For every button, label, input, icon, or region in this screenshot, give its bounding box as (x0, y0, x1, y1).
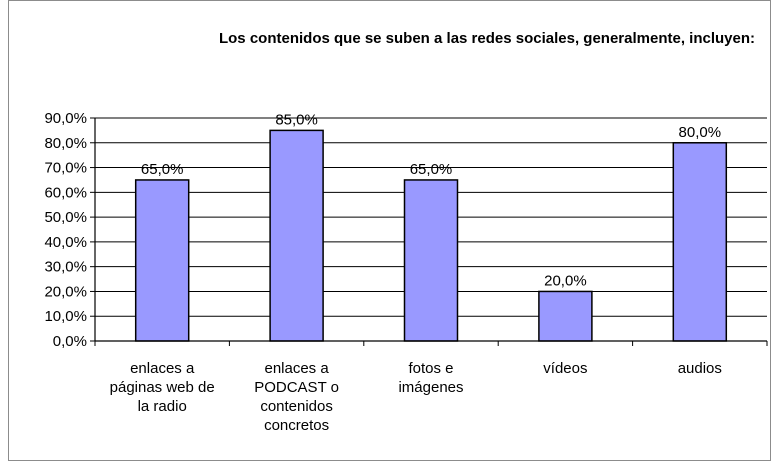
x-tick-label-line: enlaces a (264, 360, 329, 377)
x-tick-label-line: contenidos (260, 398, 333, 415)
y-tick-label: 20,0% (44, 283, 87, 300)
x-tick-label-line: imágenes (398, 379, 463, 396)
x-tick-label: fotos e imágenes (398, 360, 463, 396)
y-tick-label: 70,0% (44, 160, 87, 177)
bar (403, 179, 459, 342)
data-label: 20,0% (544, 272, 587, 289)
y-tick-label: 60,0% (44, 184, 87, 201)
y-tick-label: 30,0% (44, 259, 87, 276)
data-label: 80,0% (679, 124, 722, 141)
x-tick-label-line: concretos (264, 417, 329, 434)
x-tick-label-line: vídeos (543, 360, 587, 377)
x-tick-label-line: la radio (138, 398, 187, 415)
x-tick-label-line: fotos e (408, 360, 453, 377)
y-tick-label: 90,0% (44, 110, 87, 127)
y-tick-label: 10,0% (44, 308, 87, 325)
bar (269, 129, 324, 342)
y-tick-label: 40,0% (44, 234, 87, 251)
y-tick-label: 50,0% (44, 209, 87, 226)
x-tick-label-line: páginas web de (110, 379, 215, 396)
x-tick-label-line: audios (678, 360, 722, 377)
chart-title: Los contenidos que se suben a las redes … (218, 30, 755, 47)
x-tick-label-line: enlaces a (130, 360, 195, 377)
y-tick-label: 80,0% (44, 135, 87, 152)
bar (134, 179, 190, 342)
x-tick-label: enlaces a PODCAST o contenidos concretos (254, 360, 339, 434)
x-tick-label: enlaces a páginas web de la radio (110, 360, 215, 415)
data-label: 85,0% (275, 111, 318, 128)
y-tick-label: 0,0% (53, 333, 87, 350)
bar (538, 290, 593, 342)
x-tick-label: audios (678, 360, 722, 377)
x-tick-label-line: PODCAST o (254, 379, 339, 396)
x-tick-label: vídeos (543, 360, 587, 377)
data-label: 65,0% (410, 161, 453, 178)
data-label: 65,0% (141, 161, 184, 178)
bar (672, 142, 728, 342)
